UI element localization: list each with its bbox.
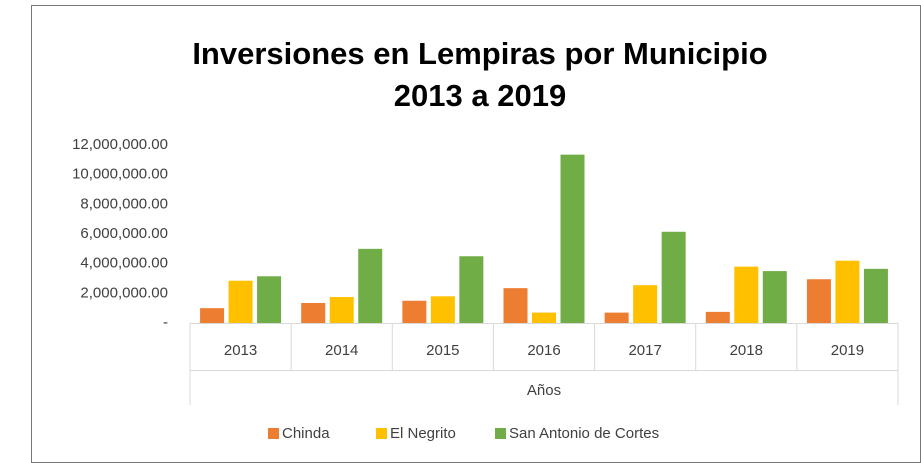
bar — [459, 256, 484, 323]
y-tick-label: 10,000,000.00 — [72, 166, 168, 183]
bar — [358, 248, 383, 323]
legend-swatch — [376, 428, 387, 439]
legend-label: San Antonio de Cortes — [509, 425, 659, 442]
bar — [257, 276, 282, 323]
x-axis-label: Años — [527, 382, 561, 399]
bar — [633, 285, 658, 323]
x-tick-label: 2017 — [628, 342, 661, 359]
bar — [430, 296, 455, 323]
y-tick-label: 4,000,000.00 — [80, 255, 168, 272]
y-tick-label: - — [163, 314, 168, 331]
bar — [705, 311, 730, 323]
legend-label: Chinda — [282, 425, 330, 442]
x-tick-label: 2014 — [325, 342, 358, 359]
y-tick-label: 8,000,000.00 — [80, 195, 168, 212]
bar — [734, 266, 759, 323]
bar — [661, 231, 686, 323]
chart-frame — [31, 5, 921, 463]
x-tick-label: 2016 — [527, 342, 560, 359]
x-tick-label: 2013 — [224, 342, 257, 359]
bar — [503, 288, 528, 323]
bar — [604, 312, 629, 323]
x-tick-label: 2019 — [831, 342, 864, 359]
bar — [329, 297, 354, 323]
legend-swatch — [268, 428, 279, 439]
bar — [200, 308, 225, 323]
bar — [835, 260, 860, 323]
bar — [560, 154, 585, 323]
legend-label: El Negrito — [390, 425, 456, 442]
bar — [806, 279, 831, 323]
y-tick-label: 6,000,000.00 — [80, 225, 168, 242]
legend-swatch — [495, 428, 506, 439]
y-tick-label: 2,000,000.00 — [80, 284, 168, 301]
bar — [762, 271, 787, 323]
x-tick-label: 2015 — [426, 342, 459, 359]
bar — [228, 280, 253, 323]
chart-title: Inversiones en Lempiras por Municipio — [192, 36, 767, 71]
bar — [532, 312, 556, 323]
bar — [863, 268, 888, 323]
bar — [301, 302, 326, 323]
x-tick-label: 2018 — [730, 342, 763, 359]
bar — [402, 300, 427, 323]
y-tick-label: 12,000,000.00 — [72, 136, 168, 153]
chart-subtitle: 2013 a 2019 — [394, 78, 566, 113]
